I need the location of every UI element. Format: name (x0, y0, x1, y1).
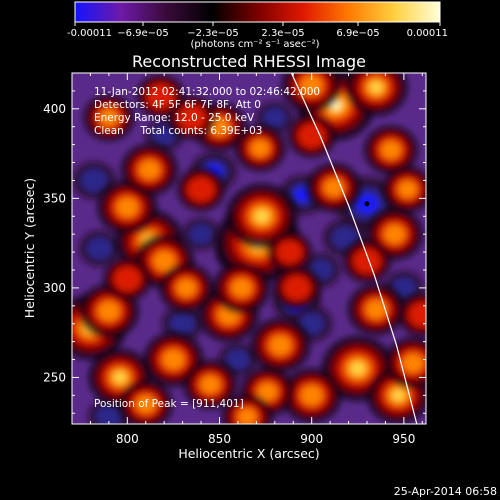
y-axis-label: Heliocentric Y (arcsec) (22, 178, 37, 318)
positive-flux-contour (116, 197, 139, 218)
positive-flux-contour (138, 160, 160, 180)
negative-flux-core (225, 349, 250, 370)
positive-flux-contour (147, 84, 174, 109)
annotation-time: 11-Jan-2012 02:41:32.000 to 02:46:42.000 (94, 86, 320, 98)
positive-flux-contour (178, 105, 206, 130)
negative-flux-core (86, 237, 113, 260)
colorbar-tick-label: -0.00011 (67, 28, 112, 39)
colorbar-tick-label: −6.9e−05 (117, 28, 169, 39)
positive-flux-contour (369, 81, 383, 94)
negative-flux-peak (294, 187, 311, 202)
y-axis-ticks: 250 300 350 400 (43, 72, 426, 414)
annotation-energy: Energy Range: 12.0 - 25.0 keV (94, 112, 255, 124)
positive-flux-contour (97, 301, 120, 322)
positive-flux-contour (153, 251, 176, 272)
positive-flux-contour (402, 353, 424, 373)
annotation-peak-position: Position of Peak = [911,401] (94, 398, 244, 410)
positive-flux-contour (365, 299, 387, 319)
positive-flux-contour (237, 408, 257, 424)
negative-flux-core (80, 169, 108, 192)
annotation-detectors: Detectors: 4F 5F 6F 7F 8F, Att 0 (94, 99, 261, 111)
colorbar-ticks: -0.00011 −6.9e−05 −2.3e−05 2.3e−05 6.9e−05 0.… (67, 22, 448, 39)
x-tick-label: 850 (208, 432, 231, 446)
positive-flux-contour (200, 375, 221, 394)
colorbar-gradient (74, 1, 441, 23)
y-tick-label: 250 (43, 370, 66, 384)
emission-map (72, 73, 426, 424)
y-tick-label: 400 (43, 102, 66, 116)
colorbar-tick-label: 6.9e−05 (336, 28, 379, 39)
positive-flux-contour (113, 371, 127, 384)
positive-flux-contour (323, 178, 344, 197)
positive-flux-layer (72, 73, 426, 424)
x-axis-label: Heliocentric X (arcsec) (178, 446, 319, 461)
colorbar-tick-label: 0.00011 (407, 28, 448, 39)
negative-flux-core (169, 312, 196, 335)
positive-flux-contour (283, 275, 311, 300)
annotation-block: 11-Jan-2012 02:41:32.000 to 02:46:42.000… (94, 86, 320, 410)
positive-flux-contour (176, 278, 197, 297)
render-timestamp: 25-Apr-2014 06:58 (394, 485, 497, 498)
x-tick-label: 900 (300, 432, 323, 446)
positive-flux-contour (187, 177, 215, 202)
y-tick-label: 350 (43, 191, 66, 205)
positive-flux-contour (162, 349, 185, 370)
positive-flux-contour (353, 249, 381, 274)
x-tick-label: 950 (392, 432, 415, 446)
positive-flux-contour (391, 389, 405, 402)
colorbar-unit-label: (photons cm⁻² s⁻¹ asec⁻²) (190, 39, 319, 50)
positive-flux-contour (398, 180, 417, 198)
positive-flux-contour (250, 139, 270, 157)
negative-flux-core (299, 312, 325, 335)
x-axis-ticks: 800 850 900 950 (89, 73, 423, 446)
positive-flux-contour (114, 266, 141, 291)
positive-flux-contour (381, 141, 401, 160)
negative-flux-core (152, 125, 176, 146)
y-tick-label: 300 (43, 281, 66, 295)
negative-flux-core (263, 107, 287, 128)
peak-marker (364, 201, 370, 207)
positive-flux-contour (409, 302, 426, 327)
plot-frame (71, 72, 427, 425)
positive-flux-contour (254, 209, 270, 223)
plot-area: 800 850 900 950 250 300 350 400 (43, 72, 427, 446)
solar-limb-arc (290, 73, 418, 424)
colorbar-tick-label: −2.3e−05 (187, 28, 239, 39)
positive-flux-contour (384, 224, 406, 244)
positive-flux-contour (350, 361, 366, 376)
negative-flux-core (331, 226, 359, 250)
positive-flux-contour (298, 123, 325, 148)
annotation-counts: Clean Total counts: 6.39E+03 (94, 125, 263, 137)
negative-flux-core (96, 405, 122, 424)
positive-flux-contour (135, 395, 156, 414)
positive-flux-contour (99, 109, 119, 127)
positive-flux-contour (231, 278, 253, 298)
colorbar: -0.00011 −6.9e−05 −2.3e−05 2.3e−05 6.9e−05 0.… (67, 1, 448, 50)
positive-flux-contour (300, 385, 323, 406)
chart-title: Reconstructed RHESSI Image (132, 52, 366, 71)
positive-flux-contour (277, 240, 302, 264)
colorbar-tick-label: 2.3e−05 (261, 28, 304, 39)
positive-flux-contour (300, 75, 323, 96)
positive-flux-contour (269, 335, 292, 356)
positive-flux-contour (257, 382, 278, 401)
negative-flux-core (189, 224, 213, 244)
x-tick-label: 800 (116, 432, 139, 446)
